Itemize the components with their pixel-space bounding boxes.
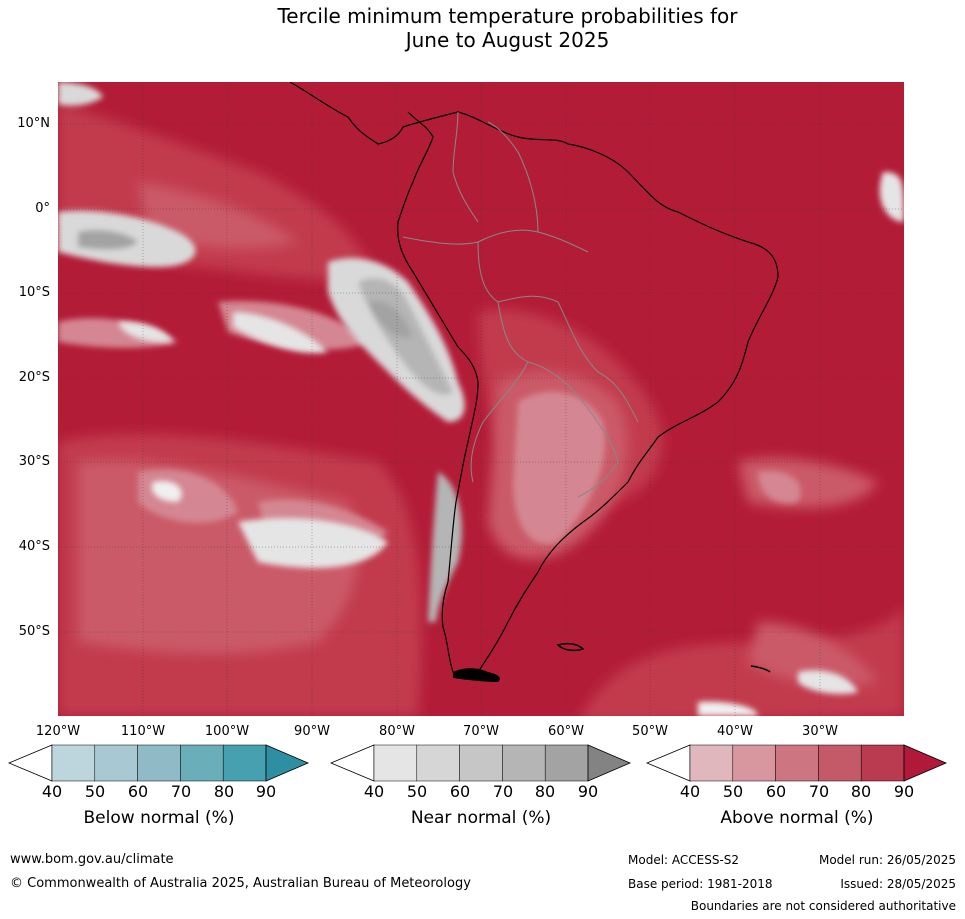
below-normal-title: Below normal (%) bbox=[83, 808, 235, 828]
colorbar-extend-high bbox=[587, 744, 632, 782]
below-tick-50: 50 bbox=[84, 782, 106, 801]
lon-label-50w: 50°W bbox=[632, 724, 668, 739]
colorbar-cell bbox=[732, 744, 776, 782]
lon-label-40w: 40°W bbox=[717, 724, 753, 739]
colorbar-cell bbox=[222, 744, 267, 782]
below-tick-90: 90 bbox=[255, 782, 277, 801]
below-tick-40: 40 bbox=[41, 782, 63, 801]
near-normal-region bbox=[58, 82, 904, 716]
lat-label-10s: 10°S bbox=[18, 285, 50, 300]
near-tick-40: 40 bbox=[363, 782, 385, 801]
lon-label-30w: 30°W bbox=[802, 724, 838, 739]
near-tick-50: 50 bbox=[406, 782, 428, 801]
near-normal-title: Near normal (%) bbox=[410, 808, 552, 828]
above-tick-70: 70 bbox=[808, 782, 830, 801]
colorbar-cell bbox=[818, 744, 862, 782]
base-period: Base period: 1981-2018 bbox=[628, 877, 773, 891]
above-tick-40: 40 bbox=[679, 782, 701, 801]
disclaimer: Boundaries are not considered authoritat… bbox=[690, 899, 956, 913]
south-georgia bbox=[750, 665, 771, 673]
colorbar-cell bbox=[459, 744, 503, 782]
near-tick-90: 90 bbox=[577, 782, 599, 801]
above-tick-60: 60 bbox=[765, 782, 787, 801]
lon-label-110w: 110°W bbox=[120, 724, 166, 739]
tierra-del-fuego bbox=[453, 668, 500, 682]
lat-label-0: 0° bbox=[35, 201, 50, 216]
above-colorbar-cells bbox=[646, 744, 948, 782]
colorbar-cell bbox=[94, 744, 138, 782]
issued-date: Issued: 28/05/2025 bbox=[840, 877, 956, 891]
colorbar-cell bbox=[860, 744, 905, 782]
chart-title: Tercile minimum temperature probabilitie… bbox=[0, 4, 965, 52]
lat-label-40s: 40°S bbox=[18, 539, 50, 554]
model-name: Model: ACCESS-S2 bbox=[628, 853, 740, 867]
above-tick-50: 50 bbox=[722, 782, 744, 801]
lon-gridlines bbox=[58, 82, 821, 716]
colorbar-cell bbox=[137, 744, 181, 782]
colorbar-cell bbox=[544, 744, 589, 782]
probability-map bbox=[58, 82, 904, 716]
below-tick-70: 70 bbox=[170, 782, 192, 801]
lat-label-50s: 50°S bbox=[18, 624, 50, 639]
lon-label-90w: 90°W bbox=[294, 724, 330, 739]
above-normal-title: Above normal (%) bbox=[720, 808, 874, 828]
copyright-text: © Commonwealth of Australia 2025, Austra… bbox=[10, 876, 471, 891]
colorbar-cell bbox=[180, 744, 224, 782]
near-normal-colorbar bbox=[330, 744, 632, 782]
near-tick-70: 70 bbox=[492, 782, 514, 801]
falkland-islands bbox=[556, 642, 585, 652]
lon-label-100w: 100°W bbox=[204, 724, 250, 739]
colorbar-extend-high bbox=[265, 744, 310, 782]
lon-label-80w: 80°W bbox=[379, 724, 415, 739]
lat-label-30s: 30°S bbox=[18, 454, 50, 469]
lon-label-60w: 60°W bbox=[548, 724, 584, 739]
colorbar-cell bbox=[502, 744, 546, 782]
lon-label-70w: 70°W bbox=[463, 724, 499, 739]
near-tick-60: 60 bbox=[449, 782, 471, 801]
colorbar-extend-high bbox=[903, 744, 948, 782]
colorbar-cell bbox=[51, 744, 96, 782]
below-tick-80: 80 bbox=[213, 782, 235, 801]
near-colorbar-cells bbox=[330, 744, 632, 782]
lon-label-120w: 120°W bbox=[35, 724, 81, 739]
colorbar-extend-low bbox=[646, 744, 691, 782]
country-borders bbox=[402, 111, 639, 498]
below-tick-60: 60 bbox=[127, 782, 149, 801]
title-line-2: June to August 2025 bbox=[405, 28, 610, 52]
colorbar-cell bbox=[775, 744, 819, 782]
colorbar-cell bbox=[373, 744, 418, 782]
colorbar-cell bbox=[416, 744, 460, 782]
above-tick-90: 90 bbox=[893, 782, 915, 801]
model-run-date: Model run: 26/05/2025 bbox=[818, 853, 956, 867]
below-colorbar-cells bbox=[8, 744, 310, 782]
colorbar-cell bbox=[689, 744, 734, 782]
lat-label-20s: 20°S bbox=[18, 370, 50, 385]
coastline bbox=[289, 82, 779, 677]
above-tick-80: 80 bbox=[850, 782, 872, 801]
website-link[interactable]: www.bom.gov.au/climate bbox=[10, 852, 174, 867]
title-line-1: Tercile minimum temperature probabilitie… bbox=[277, 4, 738, 28]
colorbar-extend-low bbox=[330, 744, 375, 782]
above-normal-colorbar bbox=[646, 744, 948, 782]
below-normal-colorbar bbox=[8, 744, 310, 782]
colorbar-extend-low bbox=[8, 744, 53, 782]
near-tick-80: 80 bbox=[534, 782, 556, 801]
lat-label-10n: 10°N bbox=[17, 116, 50, 131]
